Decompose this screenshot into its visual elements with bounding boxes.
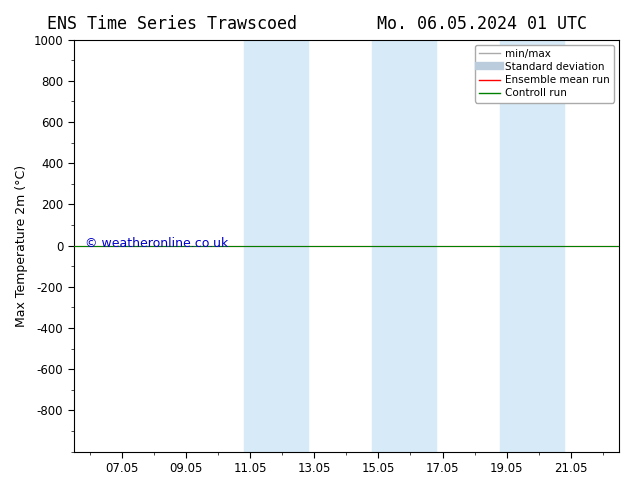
Text: © weatheronline.co.uk: © weatheronline.co.uk	[84, 237, 228, 250]
Text: ENS Time Series Trawscoed        Mo. 06.05.2024 01 UTC: ENS Time Series Trawscoed Mo. 06.05.2024…	[47, 15, 587, 33]
Bar	[372, 40, 436, 452]
Bar	[500, 40, 564, 452]
Legend: min/max, Standard deviation, Ensemble mean run, Controll run: min/max, Standard deviation, Ensemble me…	[475, 45, 614, 102]
Bar	[243, 40, 307, 452]
Y-axis label: Max Temperature 2m (°C): Max Temperature 2m (°C)	[15, 165, 28, 327]
